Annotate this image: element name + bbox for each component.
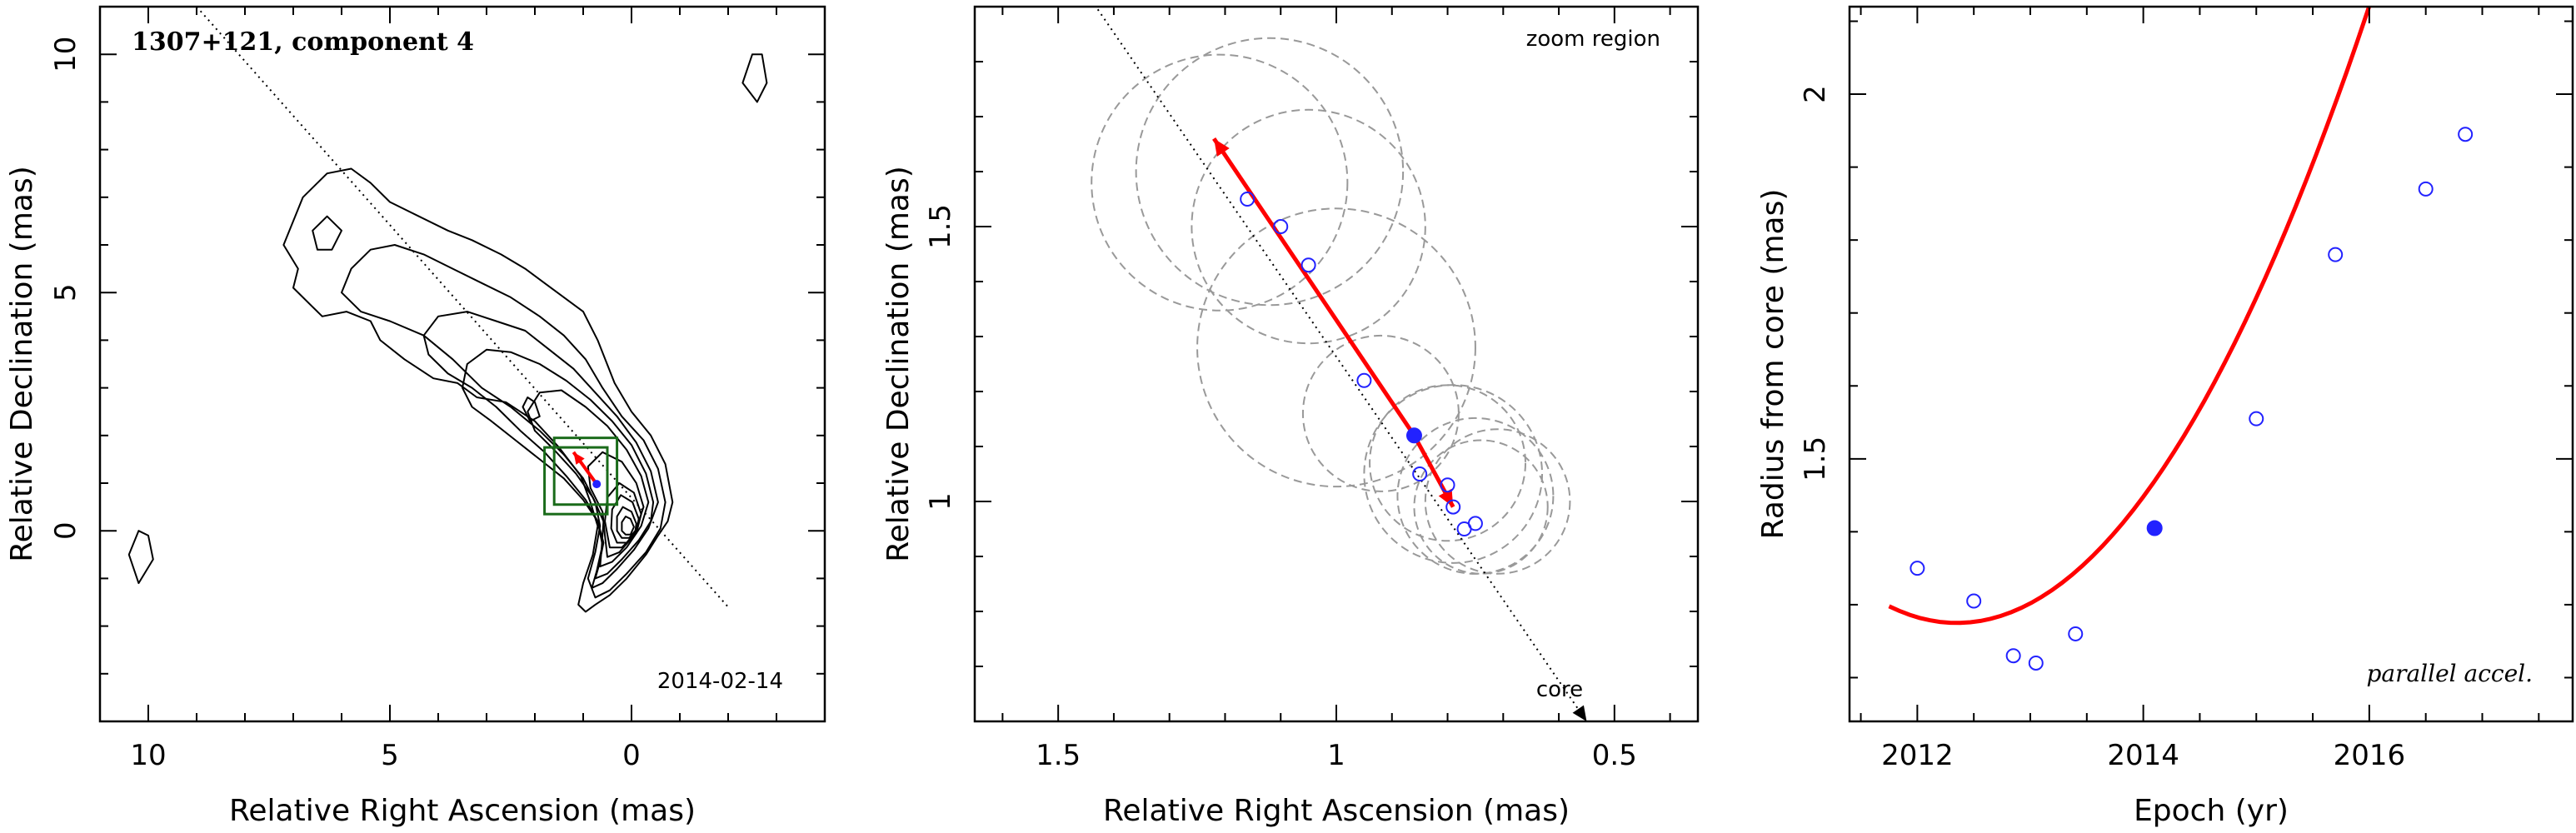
error-circle bbox=[1424, 428, 1571, 575]
y-tick-label: 1 bbox=[924, 492, 957, 511]
panel-3-ylabel: Radius from core (mas) bbox=[1756, 189, 1790, 540]
panel-contour-map: 10 5 0 0 5 10 1307+121, component 4 2014-02-1… bbox=[5, 5, 826, 828]
motion-arrowhead bbox=[1438, 488, 1454, 507]
data-point bbox=[1910, 561, 1925, 576]
panel-2-annotation: zoom region bbox=[1526, 27, 1660, 52]
panel-2-ylabel: Relative Declination (mas) bbox=[881, 166, 916, 562]
panel-3-annotation: parallel accel. bbox=[2366, 660, 2533, 687]
panel-3-xlabel: Epoch (yr) bbox=[2134, 794, 2289, 828]
panel-zoom-region: 1.5 1 0.5 1 1.5 zoom region core Relative Ri… bbox=[881, 5, 1700, 828]
highlight-point bbox=[2146, 520, 2163, 536]
x-tick-label: 0 bbox=[622, 739, 641, 772]
error-circle bbox=[1396, 416, 1555, 575]
jet-axis-line bbox=[196, 7, 729, 608]
contour-line bbox=[616, 506, 637, 539]
panel-1-xlabel: Relative Right Ascension (mas) bbox=[229, 794, 696, 828]
fit-curve bbox=[1888, 7, 2372, 626]
error-circle bbox=[1301, 334, 1460, 492]
data-point bbox=[1273, 219, 1289, 234]
panel-1-title: 1307+121, component 4 bbox=[132, 27, 474, 57]
core-label: core bbox=[1536, 677, 1583, 702]
panel-1-ylabel: Relative Declination (mas) bbox=[5, 166, 39, 562]
data-point bbox=[1467, 516, 1483, 531]
panel-radius-epoch: 2012 2014 2016 1.5 2 parallel accel. Epoch (… bbox=[1756, 5, 2574, 828]
data-point bbox=[1300, 257, 1316, 273]
core-arrowhead bbox=[1572, 705, 1587, 721]
contour-line bbox=[312, 215, 342, 251]
data-point bbox=[2068, 626, 2084, 641]
contour-line bbox=[282, 167, 674, 613]
x-tick-label: 5 bbox=[381, 739, 399, 772]
y-tick-label: 2 bbox=[1799, 85, 1832, 103]
highlight-point bbox=[1405, 427, 1422, 444]
x-tick-label: 0.5 bbox=[1592, 739, 1637, 772]
x-tick-label: 2014 bbox=[2107, 739, 2179, 772]
data-point bbox=[2458, 127, 2474, 142]
contour-line bbox=[462, 348, 655, 580]
data-point bbox=[1240, 192, 1256, 207]
data-point bbox=[1966, 593, 1982, 609]
data-point bbox=[2418, 181, 2434, 197]
x-tick-label: 1 bbox=[1327, 739, 1345, 772]
y-tick-label: 1.5 bbox=[924, 204, 957, 249]
motion-arrow bbox=[1212, 137, 1416, 437]
contour-line bbox=[741, 53, 768, 103]
error-circle bbox=[1091, 53, 1349, 312]
y-tick-label: 10 bbox=[49, 37, 82, 72]
contour-line bbox=[621, 516, 635, 536]
zoom-box bbox=[543, 446, 609, 516]
contour-line bbox=[127, 530, 154, 585]
error-circle bbox=[1135, 37, 1405, 307]
y-tick-label: 1.5 bbox=[1799, 436, 1832, 481]
error-circle bbox=[1413, 439, 1549, 575]
panel-3-frame bbox=[1848, 5, 2574, 723]
panel-1-frame bbox=[98, 5, 826, 723]
x-tick-label: 10 bbox=[130, 739, 166, 772]
data-point bbox=[1445, 499, 1461, 515]
data-point bbox=[1356, 372, 1372, 388]
contour-line bbox=[422, 311, 659, 589]
y-tick-label: 5 bbox=[49, 283, 82, 302]
error-circle bbox=[1191, 108, 1426, 345]
contour-line bbox=[341, 244, 666, 599]
motion-arrowhead bbox=[1214, 138, 1230, 157]
data-point bbox=[2328, 247, 2344, 262]
data-point bbox=[1440, 477, 1455, 493]
data-point bbox=[2249, 411, 2264, 426]
contour-line bbox=[522, 397, 541, 422]
zoom-box bbox=[552, 436, 619, 506]
component-arrowhead bbox=[573, 451, 585, 465]
y-tick-label: 0 bbox=[49, 521, 82, 540]
x-tick-label: 1.5 bbox=[1036, 739, 1081, 772]
contour-line bbox=[587, 451, 645, 558]
panel-2-xlabel: Relative Right Ascension (mas) bbox=[1103, 794, 1570, 828]
data-point bbox=[2028, 655, 2044, 671]
error-circle bbox=[1363, 384, 1544, 564]
data-point bbox=[2005, 648, 2021, 664]
x-tick-label: 2016 bbox=[2334, 739, 2406, 772]
data-point bbox=[1412, 466, 1428, 481]
error-circle bbox=[1196, 207, 1476, 488]
jet-axis-line bbox=[1095, 7, 1588, 721]
component-point bbox=[592, 480, 602, 489]
contour-line bbox=[610, 494, 640, 544]
x-tick-label: 2012 bbox=[1881, 739, 1954, 772]
panel-1-date: 2014-02-14 bbox=[657, 669, 783, 694]
